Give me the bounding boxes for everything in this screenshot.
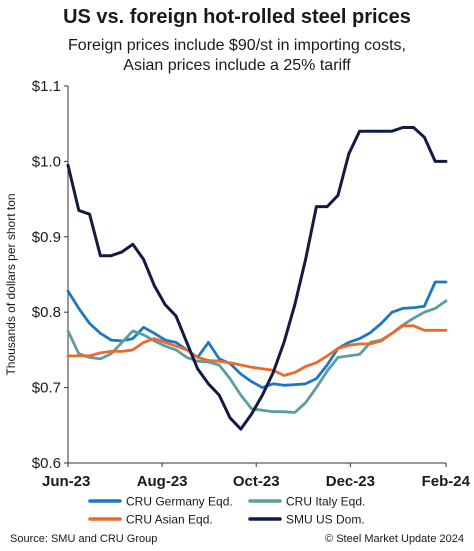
y-tick-label: $0.8 — [32, 304, 61, 321]
y-axis-title: Thousands of dollars per short ton — [4, 193, 18, 375]
x-tick-label: Aug-23 — [137, 473, 188, 490]
series-line-smu-us-dom — [66, 126, 448, 431]
source-note: Source: SMU and CRU Group — [10, 533, 158, 545]
series-line-cru-asian-eqd — [66, 324, 448, 377]
x-tick-label: Jun-23 — [42, 473, 90, 490]
legend-label-cru-italy-eqd: CRU Italy Eqd. — [286, 495, 365, 509]
chart-subtitle-line-1: Foreign prices include $90/st in importi… — [68, 37, 406, 54]
legend-label-cru-germany-eqd: CRU Germany Eqd. — [126, 495, 233, 509]
legend-label-cru-asian-eqd: CRU Asian Eqd. — [126, 513, 213, 527]
y-tick-label: $0.7 — [32, 380, 61, 397]
legend-label-smu-us-dom: SMU US Dom. — [286, 513, 365, 527]
y-tick-label: $0.6 — [32, 455, 61, 472]
chart-subtitle-line-2: Asian prices include a 25% tariff — [123, 57, 351, 74]
y-tick-label: $1.0 — [32, 153, 61, 170]
chart-title: US vs. foreign hot-rolled steel prices — [63, 6, 411, 28]
series-line-cru-germany-eqd — [66, 280, 448, 390]
axes: $0.6 $0.7 $0.8 $0.9 $1.0 $1.1 Jun-23 Aug-23 Oct-… — [4, 78, 471, 490]
x-tick-label: Oct-23 — [233, 473, 280, 490]
x-tick-label: Feb-24 — [422, 473, 471, 490]
y-tick-label: $1.1 — [32, 78, 61, 95]
legend: CRU Germany Eqd. CRU Italy Eqd. CRU Asian … — [88, 495, 365, 527]
copyright-note: © Steel Market Update 2024 — [325, 533, 464, 545]
y-tick-label: $0.9 — [32, 229, 61, 246]
x-tick-label: Dec-23 — [326, 473, 375, 490]
series-line-cru-italy-eqd — [66, 299, 448, 414]
series-layer — [66, 126, 448, 431]
